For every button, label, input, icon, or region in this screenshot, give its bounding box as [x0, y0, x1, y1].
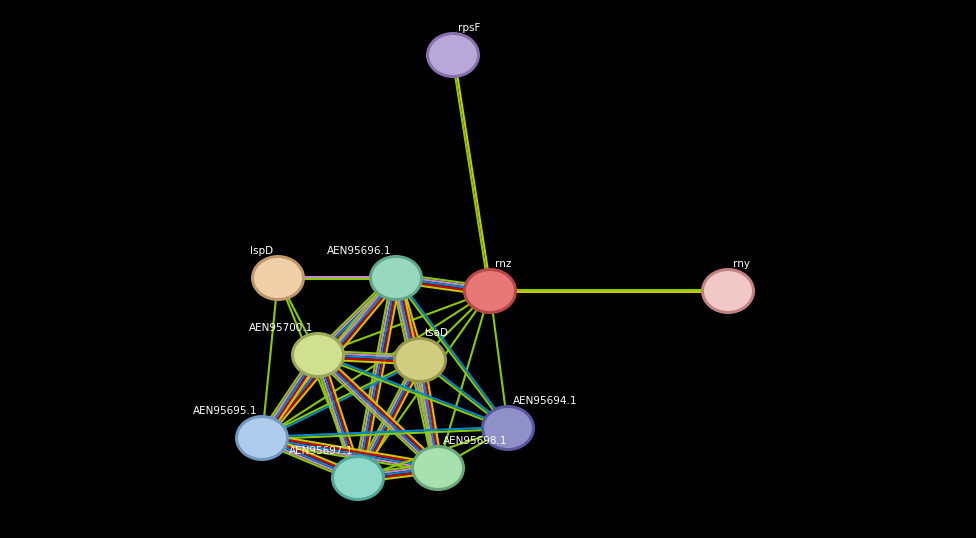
Ellipse shape — [481, 405, 535, 451]
Ellipse shape — [704, 271, 752, 311]
Ellipse shape — [238, 418, 286, 458]
Text: AEN95695.1: AEN95695.1 — [192, 406, 257, 416]
Ellipse shape — [369, 255, 423, 301]
Ellipse shape — [251, 255, 305, 301]
Ellipse shape — [701, 268, 755, 314]
Text: tsaD: tsaD — [425, 328, 449, 338]
Ellipse shape — [393, 337, 447, 383]
Ellipse shape — [235, 415, 289, 461]
Ellipse shape — [334, 458, 382, 498]
Text: rpsF: rpsF — [458, 23, 480, 33]
Ellipse shape — [463, 268, 517, 314]
Text: AEN95700.1: AEN95700.1 — [249, 323, 313, 333]
Text: AEN95694.1: AEN95694.1 — [513, 396, 578, 406]
Ellipse shape — [294, 335, 342, 375]
Ellipse shape — [411, 445, 465, 491]
Ellipse shape — [484, 408, 532, 448]
Ellipse shape — [426, 32, 480, 78]
Ellipse shape — [291, 332, 345, 378]
Ellipse shape — [331, 455, 385, 501]
Ellipse shape — [372, 258, 420, 298]
Ellipse shape — [466, 271, 514, 311]
Ellipse shape — [429, 35, 477, 75]
Text: lspD: lspD — [250, 246, 273, 256]
Ellipse shape — [254, 258, 302, 298]
Ellipse shape — [396, 340, 444, 380]
Text: AEN95696.1: AEN95696.1 — [327, 246, 391, 256]
Text: rnz: rnz — [495, 259, 511, 269]
Text: AEN95697.1: AEN95697.1 — [289, 446, 353, 456]
Text: rny: rny — [733, 259, 750, 269]
Text: AEN95698.1: AEN95698.1 — [443, 436, 508, 446]
Ellipse shape — [414, 448, 462, 488]
